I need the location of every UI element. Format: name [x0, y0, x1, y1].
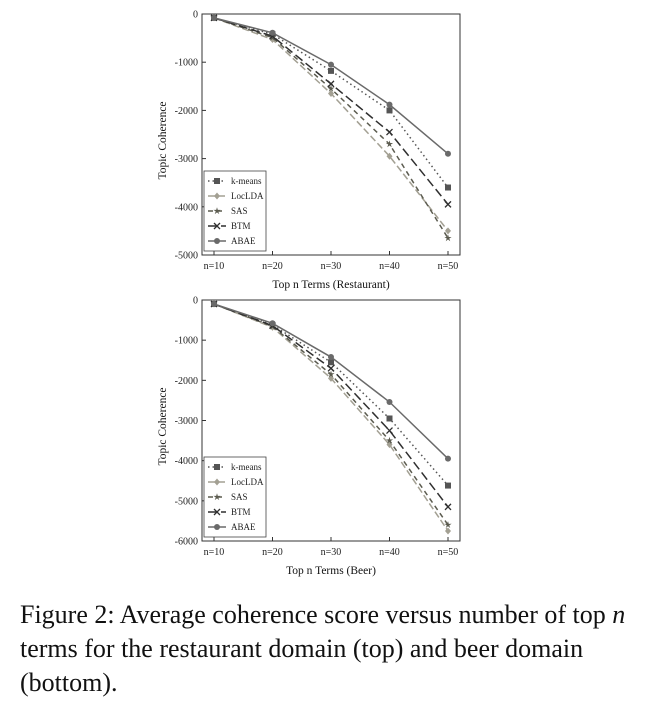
beer-y-axis-label: Topic Coherence [157, 387, 169, 465]
restaurant-legend: k-means LocLDA SAS BTM ABAE [203, 170, 267, 252]
restaurant-x-tick-label: n=30 [321, 261, 342, 272]
beer-legend-marker [213, 508, 221, 516]
beer-chart-svg: 0 -1000 -2000 -3000 -4000 -5000 -6000 n=10 n=20 n… [157, 296, 461, 577]
beer-data-point [328, 359, 334, 366]
restaurant-data-point [444, 234, 452, 242]
restaurant-legend-marker [213, 222, 221, 230]
beer-data-point [327, 370, 335, 378]
restaurant-legend-marker [214, 178, 220, 184]
restaurant-legend-marker [214, 192, 220, 200]
beer-y-tick-label: -3000 [175, 416, 198, 427]
restaurant-data-point [211, 14, 217, 21]
restaurant-coherence-chart: 0 -1000 -2000 -3000 -4000 -5000 n=10 n=20 n=30 n=… [150, 10, 470, 292]
restaurant-data-point [268, 33, 277, 41]
restaurant-data-point [386, 101, 393, 108]
beer-legend: k-means LocLDA SAS BTM ABAE [203, 456, 267, 538]
beer-x-tick-label: n=10 [204, 547, 225, 558]
restaurant-chart-svg: 0 -1000 -2000 -3000 -4000 -5000 n=10 n=20 n=30 n=… [157, 10, 461, 291]
beer-y-tick-label: -6000 [175, 537, 198, 548]
restaurant-legend-marker [214, 238, 220, 244]
restaurant-data-point [328, 90, 334, 98]
restaurant-data-point [386, 128, 393, 136]
beer-data-point [445, 527, 451, 535]
restaurant-data-point [328, 61, 334, 68]
restaurant-y-tick-label: 0 [193, 10, 198, 21]
beer-data-point [445, 482, 451, 489]
beer-legend-label: k-means [231, 462, 262, 472]
restaurant-data-point [328, 67, 334, 74]
beer-series-abae [211, 301, 451, 462]
restaurant-legend-box [203, 170, 267, 252]
figure-caption: Figure 2: Average coherence score versus… [20, 598, 660, 700]
beer-legend-label: LocLDA [231, 477, 264, 487]
restaurant-data-point [327, 84, 335, 92]
restaurant-y-tick-label: -4000 [175, 202, 198, 213]
beer-data-point [385, 436, 394, 444]
beer-y-tick-label: -5000 [175, 496, 198, 507]
beer-legend-marker [214, 524, 220, 530]
beer-data-point [328, 354, 334, 361]
restaurant-data-point [327, 80, 335, 88]
restaurant-legend-label: BTM [231, 221, 251, 231]
restaurant-x-tick-label: n=50 [438, 261, 459, 272]
restaurant-series-abae [211, 14, 451, 157]
restaurant-data-point [445, 227, 451, 235]
restaurant-y-tick-label: -1000 [175, 58, 198, 69]
beer-legend-marker [213, 493, 221, 501]
beer-y-tick-label: -4000 [175, 456, 198, 467]
restaurant-legend-label: LocLDA [231, 191, 264, 201]
beer-legend-marker [214, 478, 220, 486]
beer-legend-marker [214, 464, 220, 470]
restaurant-data-point [269, 36, 276, 44]
restaurant-data-point [386, 107, 393, 114]
beer-data-point [386, 415, 393, 422]
restaurant-y-tick-label: -2000 [175, 106, 198, 117]
beer-data-point [269, 320, 276, 327]
beer-data-point [444, 503, 452, 511]
beer-data-point [386, 399, 393, 406]
restaurant-data-point [445, 150, 451, 157]
restaurant-x-tick-label: n=40 [379, 261, 400, 272]
caption-n: n [612, 600, 626, 629]
restaurant-legend-label: SAS [231, 206, 248, 216]
restaurant-x-tick-label: n=20 [262, 261, 283, 272]
beer-legend-label: ABAE [231, 522, 256, 532]
restaurant-legend-label: k-means [231, 176, 262, 186]
beer-y-tick-label: -2000 [175, 376, 198, 387]
beer-coherence-chart: 0 -1000 -2000 -3000 -4000 -5000 -6000 n=10 n=20 n… [150, 296, 470, 578]
restaurant-data-point [385, 140, 394, 148]
restaurant-y-tick-label: -5000 [175, 251, 198, 262]
beer-x-tick-label: n=30 [321, 547, 342, 558]
beer-x-tick-label: n=50 [438, 547, 459, 558]
caption-prefix: Figure 2: Average coherence score versus… [20, 600, 613, 629]
beer-y-tick-label: 0 [193, 296, 198, 307]
beer-legend-box [203, 456, 267, 538]
restaurant-y-axis-label: Topic Coherence [157, 101, 169, 179]
caption-suffix: terms for the restaurant domain (top) an… [20, 634, 584, 697]
beer-x-tick-label: n=40 [379, 547, 400, 558]
restaurant-x-axis-label: Top n Terms (Restaurant) [272, 279, 389, 291]
restaurant-data-point [445, 184, 451, 191]
beer-x-tick-label: n=20 [262, 547, 283, 558]
beer-data-point [211, 301, 217, 308]
beer-data-point [327, 364, 335, 372]
beer-legend-label: BTM [231, 507, 251, 517]
beer-x-axis-label: Top n Terms (Beer) [286, 565, 376, 577]
restaurant-data-point [386, 152, 393, 160]
restaurant-legend-marker [213, 207, 221, 215]
restaurant-y-tick-label: -3000 [175, 154, 198, 165]
beer-data-point [386, 427, 393, 435]
restaurant-data-point [444, 200, 452, 208]
beer-data-point [445, 455, 451, 462]
beer-y-tick-label: -1000 [175, 336, 198, 347]
restaurant-x-tick-label: n=10 [204, 261, 225, 272]
restaurant-data-point [269, 29, 276, 36]
beer-data-point [444, 521, 452, 529]
beer-legend-label: SAS [231, 492, 248, 502]
restaurant-legend-label: ABAE [231, 236, 256, 246]
